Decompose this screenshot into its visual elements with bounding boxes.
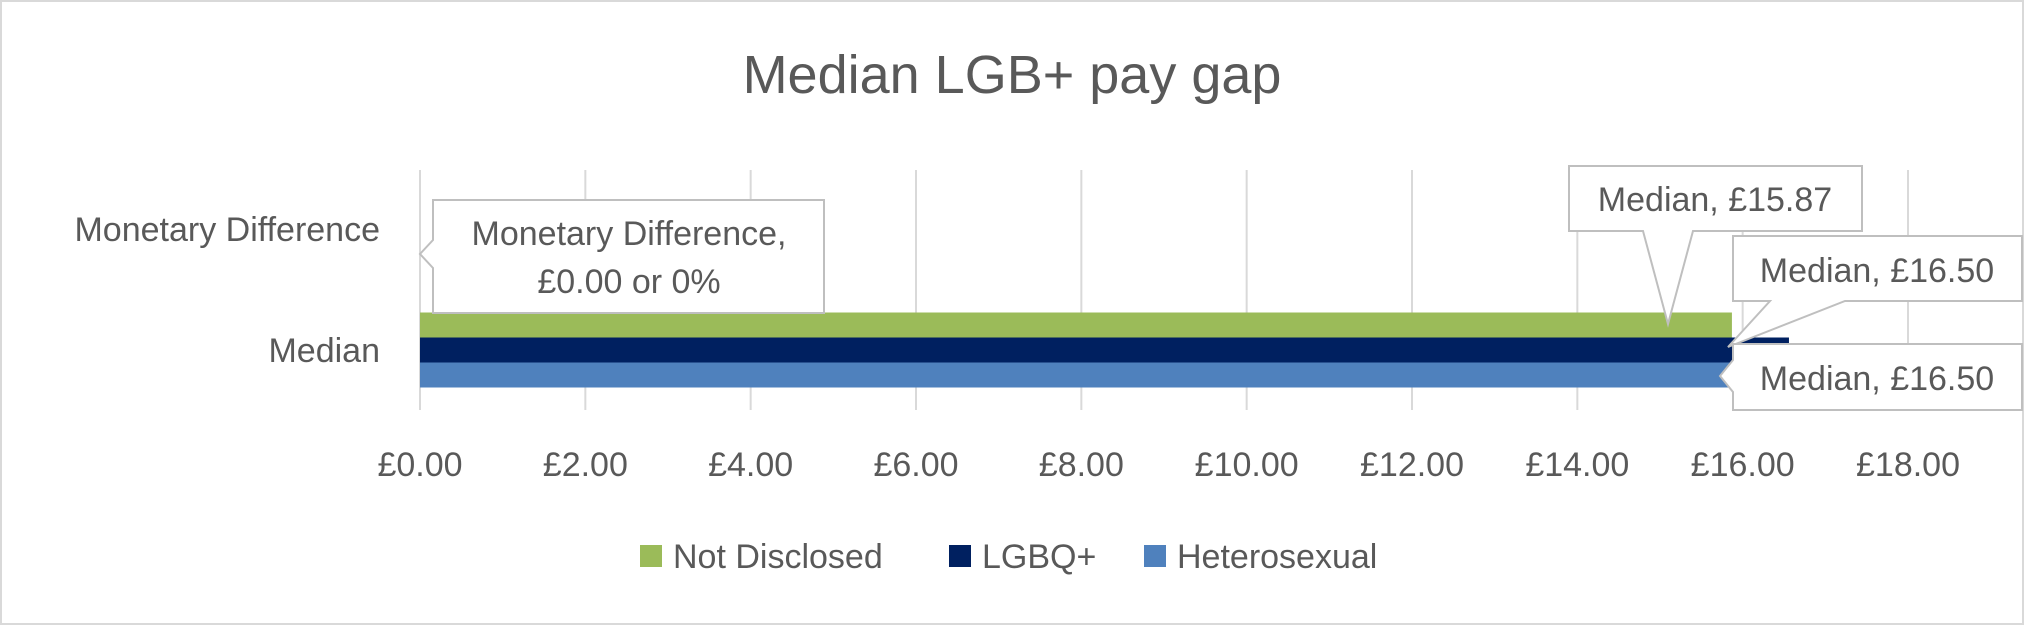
data-label-heterosexual-median: Median, £16.50: [1760, 360, 1994, 398]
x-tick-label: £12.00: [1360, 446, 1464, 484]
category-label-median: Median: [268, 332, 380, 370]
category-label-monetary-difference: Monetary Difference: [74, 211, 380, 249]
legend-label-lgbq: LGBQ+: [982, 538, 1096, 576]
data-label-lgbq-median: Median, £16.50: [1760, 252, 1994, 290]
x-tick-label: £10.00: [1195, 446, 1299, 484]
x-tick-label: £2.00: [543, 446, 628, 484]
callout-not-disclosed-median: Median, £15.87: [1568, 165, 1863, 328]
legend-swatch-heterosexual: [1144, 545, 1166, 567]
legend-label-not-disclosed: Not Disclosed: [673, 538, 883, 576]
x-tick-label: £8.00: [1039, 446, 1124, 484]
legend-label-heterosexual: Heterosexual: [1177, 538, 1377, 576]
x-tick-label: £18.00: [1856, 446, 1960, 484]
callout-lgbq-median: Median, £16.50: [1727, 235, 2023, 348]
x-tick-label: £4.00: [708, 446, 793, 484]
bar-lgbq--median: [420, 337, 1789, 363]
x-axis-tick-labels: £0.00 £2.00 £4.00 £6.00 £8.00 £10.00 £12.00 £14…: [377, 446, 1960, 484]
x-tick-label: £0.00: [377, 446, 462, 484]
callout-monetary-difference: Monetary Difference, £0.00 or 0%: [418, 199, 825, 314]
data-label-monetary-difference-line1: Monetary Difference,: [472, 215, 787, 253]
bar-layer: [420, 312, 1789, 388]
legend: Not Disclosed LGBQ+ Heterosexual: [640, 538, 1377, 576]
data-label-monetary-difference-line2: £0.00 or 0%: [537, 263, 720, 301]
chart-title: Median LGB+ pay gap: [743, 45, 1282, 105]
bar-heterosexual-median: [420, 362, 1784, 388]
legend-swatch-lgbq: [949, 545, 971, 567]
x-tick-label: £16.00: [1691, 446, 1795, 484]
data-label-not-disclosed-median: Median, £15.87: [1598, 181, 1832, 219]
x-tick-label: £6.00: [873, 446, 958, 484]
x-tick-label: £14.00: [1525, 446, 1629, 484]
bar-not-disclosed-median: [420, 312, 1732, 338]
legend-swatch-not-disclosed: [640, 545, 662, 567]
callout-heterosexual-median: Median, £16.50: [1718, 343, 2023, 411]
